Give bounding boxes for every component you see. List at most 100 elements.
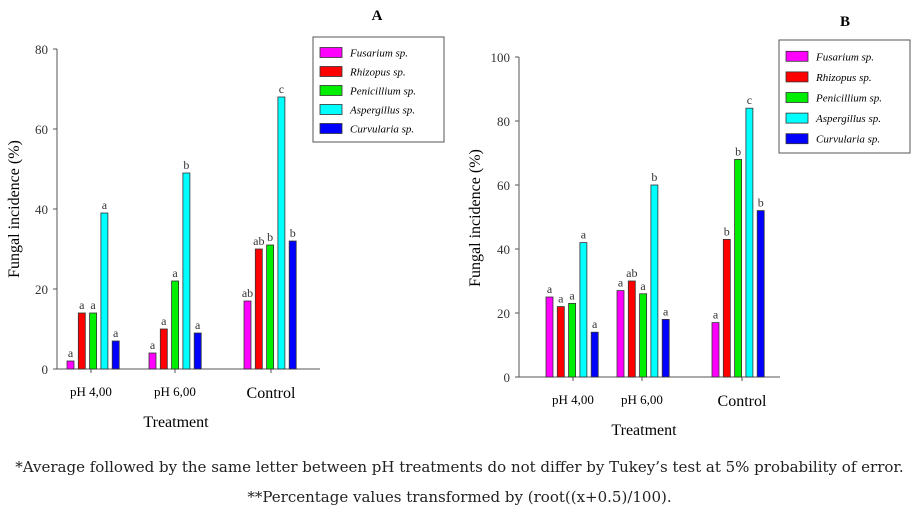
bar-letter-label: a bbox=[90, 298, 96, 312]
bar-letter-label: a bbox=[592, 317, 598, 331]
bar bbox=[77, 312, 86, 370]
y-tick-label: 0 bbox=[42, 362, 49, 377]
legend-label: Aspergillus sp. bbox=[815, 113, 881, 125]
legend-swatch bbox=[785, 92, 809, 103]
bar-letter-label: b bbox=[758, 196, 764, 210]
footnote-2: **Percentage values transformed by (root… bbox=[247, 488, 672, 506]
bar bbox=[243, 300, 252, 370]
x-axis-label: Treatment bbox=[611, 422, 677, 439]
bar-letter-label: b bbox=[651, 170, 657, 184]
bar bbox=[89, 312, 97, 370]
bar bbox=[661, 318, 670, 378]
bar-letter-label: a bbox=[547, 282, 553, 296]
legend-label: Penicillium sp. bbox=[349, 86, 416, 98]
bar-letter-label: a bbox=[161, 314, 167, 328]
bar bbox=[159, 328, 168, 370]
legend-label: Fusarium sp. bbox=[815, 51, 874, 63]
legend-swatch bbox=[319, 66, 343, 77]
bar-letter-label: a bbox=[113, 326, 119, 340]
bar bbox=[288, 240, 297, 370]
x-axis-label: Treatment bbox=[143, 414, 209, 431]
bar bbox=[734, 158, 742, 378]
bar-letter-label: a bbox=[102, 198, 108, 212]
x-tick-label: pH 4,00 bbox=[552, 392, 594, 407]
bar-letter-label: a bbox=[640, 279, 646, 293]
bar-letter-label: b bbox=[290, 226, 296, 240]
bar-letter-label: b bbox=[267, 230, 273, 244]
y-tick-label: 80 bbox=[497, 114, 510, 129]
legend-label: Curvularia sp. bbox=[816, 134, 880, 146]
bar-letter-label: a bbox=[558, 292, 564, 306]
legend-swatch bbox=[785, 112, 809, 124]
bar-letter-label: ab bbox=[253, 234, 264, 248]
bar bbox=[745, 107, 754, 378]
legend-swatch bbox=[319, 104, 343, 115]
legend-label: Rhizopus sp. bbox=[815, 72, 872, 84]
bar bbox=[545, 296, 554, 378]
x-tick-label: pH 6,00 bbox=[621, 392, 663, 407]
bar bbox=[756, 210, 765, 378]
y-tick-label: 100 bbox=[491, 50, 511, 65]
bar bbox=[711, 322, 720, 378]
y-tick-label: 0 bbox=[504, 370, 511, 385]
y-axis-label: Fungal incidence (%) bbox=[467, 149, 484, 287]
bar-letter-label: a bbox=[79, 298, 85, 312]
x-tick-label: pH 4,00 bbox=[70, 384, 112, 399]
bar-letter-label: b bbox=[724, 224, 730, 238]
legend-swatch bbox=[319, 85, 343, 96]
bar-letter-label: a bbox=[581, 228, 587, 242]
bar-letter-label: b bbox=[183, 158, 189, 172]
bar bbox=[182, 172, 191, 370]
legend-swatch bbox=[785, 71, 809, 83]
bar-letter-label: ab bbox=[242, 286, 253, 300]
legend-label: Aspergillus sp. bbox=[349, 105, 415, 117]
bar bbox=[568, 302, 576, 378]
bar-letter-label: a bbox=[713, 308, 719, 322]
bar bbox=[66, 360, 75, 370]
x-tick-label: Control bbox=[718, 393, 767, 410]
bar-letter-label: a bbox=[663, 304, 669, 318]
bar-letter-label: ab bbox=[626, 266, 637, 280]
bar-letter-label: c bbox=[747, 93, 752, 107]
bar bbox=[650, 184, 659, 378]
bar bbox=[148, 352, 157, 370]
bar bbox=[722, 238, 731, 378]
legend-label: Fusarium sp. bbox=[349, 48, 408, 60]
chart-title: A bbox=[372, 8, 383, 24]
y-tick-label: 40 bbox=[35, 202, 48, 217]
bar bbox=[266, 244, 275, 370]
x-tick-label: pH 6,00 bbox=[154, 384, 196, 399]
bar bbox=[254, 248, 263, 370]
bar-letter-label: a bbox=[172, 266, 178, 280]
y-tick-label: 20 bbox=[497, 306, 510, 321]
y-tick-label: 60 bbox=[35, 122, 48, 137]
bar bbox=[627, 280, 636, 378]
bar bbox=[639, 293, 647, 378]
y-tick-label: 40 bbox=[497, 242, 510, 257]
legend-swatch bbox=[785, 133, 809, 145]
bar bbox=[100, 212, 109, 370]
bar-letter-label: a bbox=[195, 318, 201, 332]
bar bbox=[193, 332, 202, 370]
bar-letter-label: a bbox=[150, 338, 156, 352]
y-tick-label: 80 bbox=[35, 42, 48, 57]
footnote-1: *Average followed by the same letter bet… bbox=[15, 458, 904, 476]
bar-letter-label: a bbox=[618, 276, 624, 290]
bar bbox=[111, 340, 120, 370]
legend-swatch bbox=[785, 50, 809, 62]
x-tick-label: Control bbox=[247, 385, 296, 402]
bar bbox=[616, 290, 625, 378]
y-axis-label: Fungal incidence (%) bbox=[6, 140, 23, 278]
legend-swatch bbox=[319, 47, 343, 58]
bar bbox=[277, 96, 286, 370]
bar-letter-label: c bbox=[279, 82, 284, 96]
bar bbox=[579, 242, 588, 378]
y-tick-label: 20 bbox=[35, 282, 48, 297]
bar bbox=[556, 306, 565, 378]
bar-letter-label: a bbox=[569, 288, 575, 302]
bar bbox=[590, 331, 599, 378]
legend-label: Curvularia sp. bbox=[350, 124, 414, 136]
bar-letter-label: a bbox=[68, 346, 74, 360]
bar bbox=[171, 280, 180, 370]
